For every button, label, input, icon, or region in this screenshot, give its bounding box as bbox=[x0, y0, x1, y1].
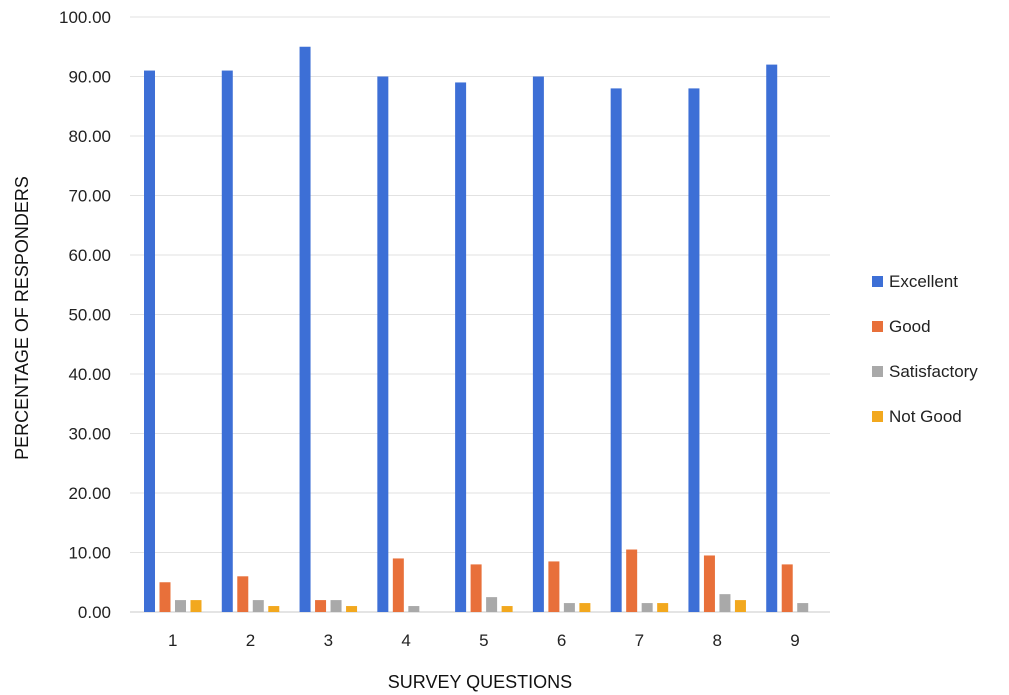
bar-excellent bbox=[144, 70, 155, 613]
bar-satisfactory bbox=[330, 600, 342, 612]
bar-good bbox=[626, 549, 638, 612]
legend-swatch bbox=[872, 321, 883, 332]
bar-not-good bbox=[268, 606, 280, 612]
bar-excellent bbox=[299, 46, 311, 612]
y-tick-label: 50.00 bbox=[68, 306, 111, 325]
bar-not-good bbox=[501, 606, 513, 612]
bar-not-good bbox=[579, 603, 591, 612]
x-tick-label: 5 bbox=[479, 631, 488, 650]
y-tick-label: 20.00 bbox=[68, 484, 111, 503]
bar-good bbox=[237, 576, 249, 612]
legend-swatch bbox=[872, 411, 883, 422]
y-tick-label: 80.00 bbox=[68, 127, 111, 146]
legend-label: Satisfactory bbox=[889, 362, 978, 381]
bar-satisfactory bbox=[175, 600, 186, 612]
y-tick-label: 40.00 bbox=[68, 365, 111, 384]
bar-not-good bbox=[346, 606, 358, 612]
x-tick-label: 3 bbox=[324, 631, 333, 650]
y-tick-label: 30.00 bbox=[68, 425, 111, 444]
legend-label: Good bbox=[889, 317, 931, 336]
bar-not-good bbox=[190, 600, 202, 612]
x-tick-label: 6 bbox=[557, 631, 566, 650]
legend-swatch bbox=[872, 366, 883, 377]
y-tick-label: 90.00 bbox=[68, 68, 111, 87]
x-tick-label: 7 bbox=[635, 631, 644, 650]
x-tick-label: 8 bbox=[712, 631, 721, 650]
bar-excellent bbox=[610, 88, 622, 612]
bar-satisfactory bbox=[252, 600, 264, 612]
legend-label: Excellent bbox=[889, 272, 958, 291]
bar-not-good bbox=[657, 603, 669, 612]
bar-excellent bbox=[455, 82, 467, 612]
x-axis-ticks: 1 2 3 4 5 6 7 8 9 bbox=[168, 631, 800, 650]
bar-not-good bbox=[734, 600, 746, 612]
bar-satisfactory bbox=[797, 603, 809, 612]
y-tick-label: 10.00 bbox=[68, 544, 111, 563]
legend-label: Not Good bbox=[889, 407, 962, 426]
bar-satisfactory bbox=[719, 594, 731, 612]
bar-good bbox=[470, 564, 482, 612]
bar-excellent bbox=[377, 76, 389, 612]
y-tick-label: 70.00 bbox=[68, 187, 111, 206]
bar-excellent bbox=[766, 64, 778, 613]
y-tick-label: 100.00 bbox=[59, 8, 111, 27]
x-tick-label: 1 bbox=[168, 631, 177, 650]
bar-satisfactory bbox=[563, 603, 575, 612]
bar-good bbox=[781, 564, 793, 612]
bar-excellent bbox=[688, 88, 700, 612]
bar-satisfactory bbox=[408, 606, 420, 612]
y-axis-title: PERCENTAGE OF RESPONDERS bbox=[12, 176, 32, 460]
bars bbox=[144, 46, 809, 613]
y-tick-label: 60.00 bbox=[68, 246, 111, 265]
y-tick-label: 0.00 bbox=[78, 603, 111, 622]
legend: Excellent Good Satisfactory Not Good bbox=[872, 272, 978, 426]
bar-good bbox=[703, 555, 715, 612]
bar-good bbox=[548, 561, 560, 612]
x-tick-label: 9 bbox=[790, 631, 799, 650]
x-tick-label: 4 bbox=[401, 631, 410, 650]
x-axis-title: SURVEY QUESTIONS bbox=[388, 672, 572, 692]
gridlines bbox=[130, 16, 830, 613]
y-axis-ticks: 0.00 10.00 20.00 30.00 40.00 50.00 60.00 70.00 8… bbox=[59, 8, 111, 622]
bar-good bbox=[315, 600, 327, 612]
bar-good bbox=[392, 558, 404, 612]
legend-swatch bbox=[872, 276, 883, 287]
bar-satisfactory bbox=[486, 597, 498, 612]
x-tick-label: 2 bbox=[246, 631, 255, 650]
bar-excellent bbox=[221, 70, 233, 613]
bar-satisfactory bbox=[641, 603, 653, 612]
bar-excellent bbox=[532, 76, 544, 612]
bar-good bbox=[159, 582, 171, 612]
